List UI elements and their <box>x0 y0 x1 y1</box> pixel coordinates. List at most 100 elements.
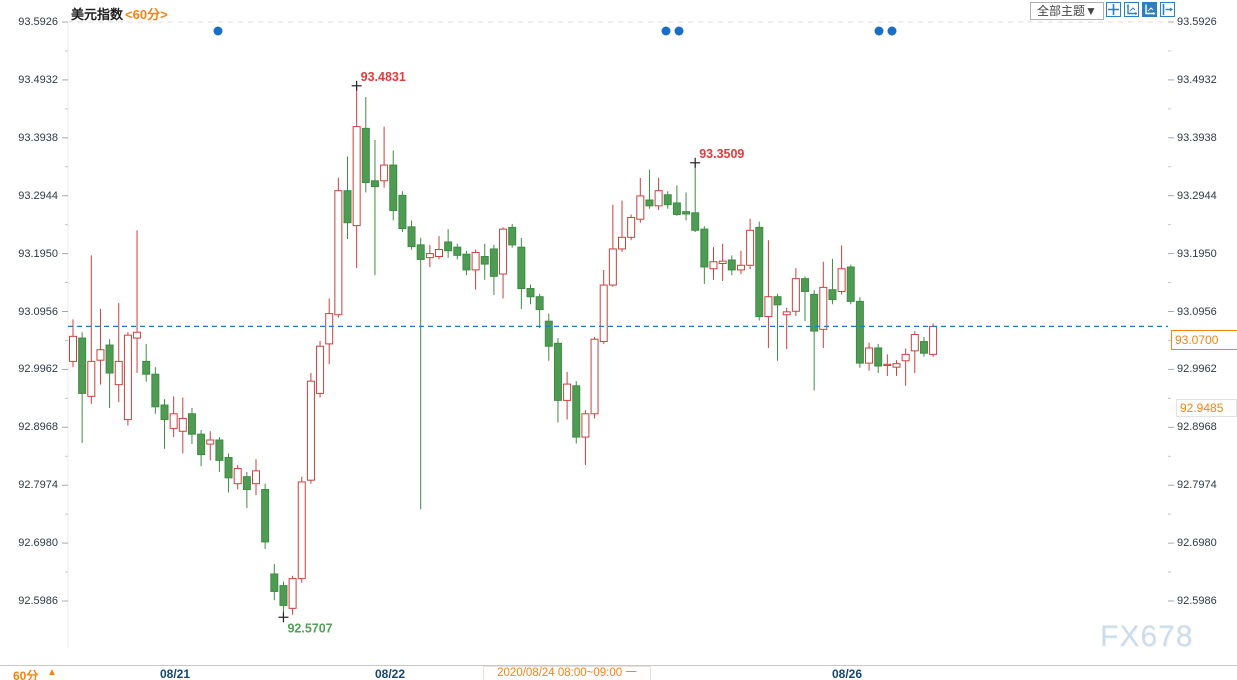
candle[interactable] <box>535 293 544 329</box>
candle[interactable] <box>526 284 535 305</box>
candle[interactable] <box>727 255 736 276</box>
candle[interactable] <box>663 191 672 209</box>
candle[interactable] <box>553 338 562 423</box>
event-dot[interactable] <box>674 26 684 36</box>
candle[interactable] <box>791 268 800 316</box>
candle[interactable] <box>142 343 151 382</box>
candle[interactable] <box>828 258 837 305</box>
candle[interactable] <box>865 342 874 371</box>
candle[interactable] <box>123 332 132 426</box>
candle[interactable] <box>819 261 828 348</box>
candle[interactable] <box>197 430 206 467</box>
candle[interactable] <box>581 410 590 466</box>
candle[interactable] <box>114 303 123 403</box>
candle[interactable] <box>279 581 288 618</box>
candle[interactable] <box>334 177 343 318</box>
candle[interactable] <box>160 399 169 449</box>
event-dot[interactable] <box>661 26 671 36</box>
candle[interactable] <box>69 319 77 368</box>
candle[interactable] <box>316 340 325 398</box>
candle[interactable] <box>572 381 581 444</box>
event-dot[interactable] <box>887 26 897 36</box>
candle[interactable] <box>389 150 398 221</box>
candle[interactable] <box>380 126 389 188</box>
candle[interactable] <box>544 313 553 361</box>
candle[interactable] <box>627 214 636 241</box>
candle[interactable] <box>215 437 224 473</box>
candle[interactable] <box>883 354 892 376</box>
candle[interactable] <box>499 227 508 299</box>
candle[interactable] <box>654 177 663 210</box>
candle[interactable] <box>435 236 443 260</box>
candle[interactable] <box>343 156 352 240</box>
candle[interactable] <box>252 459 260 496</box>
candle[interactable] <box>682 192 691 221</box>
candle[interactable] <box>242 472 251 509</box>
candle[interactable] <box>489 244 498 295</box>
candle[interactable] <box>736 250 745 274</box>
candle[interactable] <box>755 221 764 321</box>
candle[interactable] <box>517 237 526 309</box>
candle[interactable] <box>178 397 187 454</box>
pan-right-icon[interactable] <box>1160 2 1175 17</box>
candle[interactable] <box>855 297 864 368</box>
candle[interactable] <box>361 96 370 193</box>
fit-chart-icon[interactable] <box>1124 2 1139 17</box>
candle[interactable] <box>837 245 846 295</box>
candle[interactable] <box>801 276 809 322</box>
themes-dropdown[interactable]: 全部主题▼ <box>1030 2 1104 20</box>
candle[interactable] <box>709 247 718 280</box>
candle[interactable] <box>370 140 379 276</box>
candle[interactable] <box>901 348 910 386</box>
candle[interactable] <box>618 200 626 252</box>
candle[interactable] <box>636 177 645 223</box>
candle[interactable] <box>608 204 617 287</box>
candle[interactable] <box>462 250 471 276</box>
timeframe-up-arrow[interactable]: ▲ <box>47 667 57 678</box>
candle[interactable] <box>398 191 407 233</box>
candle[interactable] <box>306 373 315 484</box>
candle[interactable] <box>87 255 96 404</box>
candle[interactable] <box>325 298 334 365</box>
candle[interactable] <box>407 220 416 250</box>
candle[interactable] <box>874 343 883 374</box>
candle[interactable] <box>480 243 489 280</box>
candle[interactable] <box>224 453 233 493</box>
candle[interactable] <box>151 367 160 414</box>
candle[interactable] <box>96 308 105 385</box>
candle[interactable] <box>133 230 142 374</box>
candle[interactable] <box>773 293 782 361</box>
candle[interactable] <box>590 336 599 419</box>
event-dot[interactable] <box>213 26 223 36</box>
timeframe-indicator[interactable]: 60分 <box>13 669 39 680</box>
candle[interactable] <box>425 244 434 267</box>
scale-axis-icon[interactable] <box>1142 2 1157 17</box>
candle[interactable] <box>297 476 306 583</box>
candle[interactable] <box>471 249 480 290</box>
candle[interactable] <box>288 575 297 615</box>
candle[interactable] <box>910 331 919 374</box>
candle[interactable] <box>599 269 608 344</box>
candle[interactable] <box>169 396 178 438</box>
event-dot[interactable] <box>874 26 884 36</box>
candle[interactable] <box>270 564 279 601</box>
candle[interactable] <box>672 185 681 216</box>
candle[interactable] <box>508 223 517 248</box>
candle[interactable] <box>929 323 938 357</box>
candle[interactable] <box>453 243 462 260</box>
candle[interactable] <box>233 465 242 490</box>
candle[interactable] <box>846 264 855 305</box>
candle[interactable] <box>352 85 361 269</box>
candle[interactable] <box>746 218 755 270</box>
candle[interactable] <box>78 332 87 443</box>
candle[interactable] <box>105 339 114 408</box>
crosshair-icon[interactable] <box>1106 2 1121 17</box>
candle[interactable] <box>206 431 215 461</box>
candle[interactable] <box>810 290 819 391</box>
candle[interactable] <box>645 169 654 209</box>
candle[interactable] <box>563 371 572 420</box>
candle[interactable] <box>691 162 700 233</box>
candle[interactable] <box>187 407 196 445</box>
candle[interactable] <box>892 360 901 376</box>
